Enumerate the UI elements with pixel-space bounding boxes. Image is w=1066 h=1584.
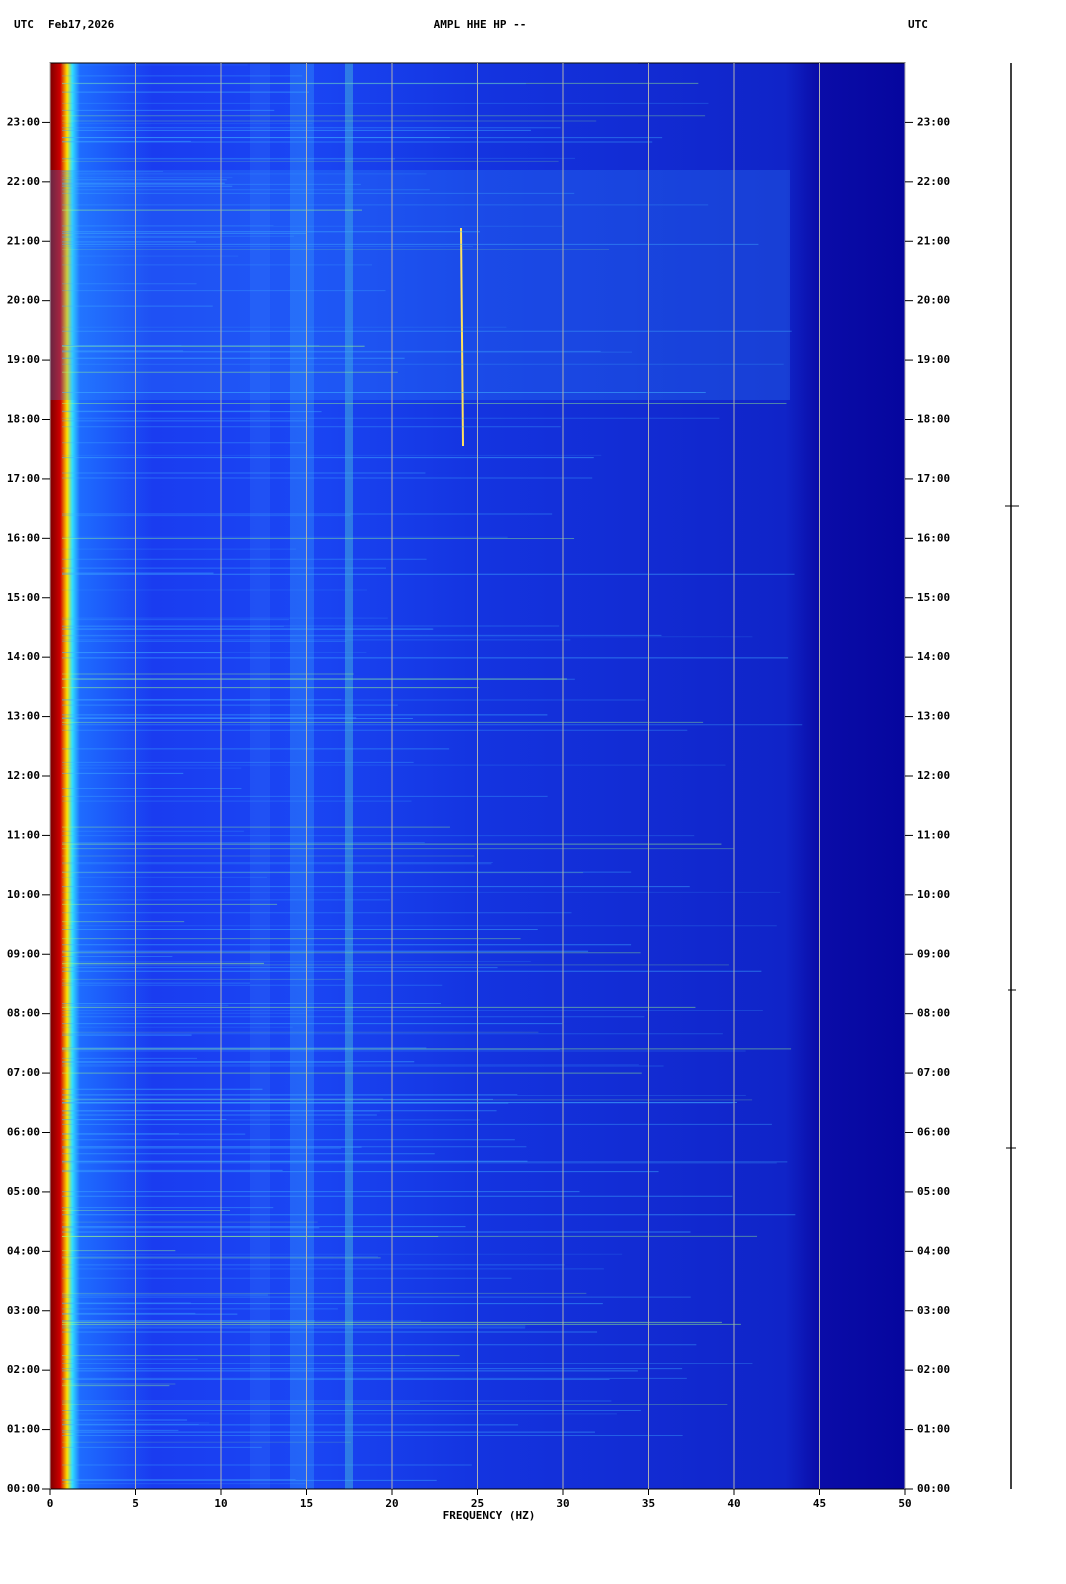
y-tick-label: 07:00 — [7, 1066, 40, 1079]
y-tick-label: 10:00 — [7, 888, 40, 901]
timezone-left: UTC — [14, 18, 34, 31]
x-tick-label: 30 — [556, 1497, 569, 1510]
seismogram-spikes — [1005, 505, 1019, 1149]
x-tick-label: 20 — [385, 1497, 398, 1510]
timezone-right: UTC — [908, 18, 928, 31]
x-tick-label: 5 — [132, 1497, 139, 1510]
band — [50, 170, 790, 400]
y-tick-label: 06:00 — [917, 1126, 950, 1139]
y-tick-label: 12:00 — [917, 769, 950, 782]
y-tick-label: 03:00 — [917, 1304, 950, 1317]
chart-title: AMPL HHE HP -- — [434, 18, 527, 31]
y-tick-label: 19:00 — [917, 353, 950, 366]
y-tick-label: 01:00 — [7, 1423, 40, 1436]
y-tick-label: 14:00 — [917, 650, 950, 663]
y-tick-label: 02:00 — [917, 1363, 950, 1376]
y-tick-label: 23:00 — [917, 115, 950, 128]
streak — [460, 227, 464, 447]
y-tick-label: 11:00 — [917, 828, 950, 841]
y-tick-label: 04:00 — [7, 1244, 40, 1257]
y-tick-label: 05:00 — [7, 1185, 40, 1198]
y-tick-label: 17:00 — [7, 472, 40, 485]
x-tick-label: 50 — [898, 1497, 911, 1510]
y-tick-label: 00:00 — [917, 1482, 950, 1495]
y-tick-label: 14:00 — [7, 650, 40, 663]
band — [250, 63, 270, 1489]
y-tick-label: 22:00 — [917, 175, 950, 188]
y-tick-label: 21:00 — [7, 234, 40, 247]
x-tick-label: 35 — [642, 1497, 655, 1510]
x-tick-label: 45 — [813, 1497, 826, 1510]
y-tick-label: 05:00 — [917, 1185, 950, 1198]
x-tick-label: 0 — [47, 1497, 54, 1510]
y-tick-label: 04:00 — [917, 1244, 950, 1257]
y-tick-label: 19:00 — [7, 353, 40, 366]
x-tick-label: 25 — [471, 1497, 484, 1510]
y-tick-label: 06:00 — [7, 1126, 40, 1139]
y-tick-label: 16:00 — [917, 531, 950, 544]
y-tick-label: 15:00 — [917, 591, 950, 604]
y-tick-label: 16:00 — [7, 531, 40, 544]
y-tick-label: 08:00 — [917, 1007, 950, 1020]
y-tick-label: 09:00 — [7, 947, 40, 960]
y-tick-label: 23:00 — [7, 115, 40, 128]
x-axis-label: FREQUENCY (HZ) — [443, 1509, 536, 1522]
band — [290, 63, 314, 1489]
y-tick-label: 09:00 — [917, 947, 950, 960]
y-tick-label: 11:00 — [7, 828, 40, 841]
y-tick-label: 13:00 — [917, 710, 950, 723]
y-tick-label: 10:00 — [917, 888, 950, 901]
y-tick-label: 08:00 — [7, 1007, 40, 1020]
x-tick-label: 10 — [214, 1497, 227, 1510]
y-tick-label: 22:00 — [7, 175, 40, 188]
y-tick-label: 13:00 — [7, 710, 40, 723]
y-tick-label: 20:00 — [917, 294, 950, 307]
y-tick-label: 20:00 — [7, 294, 40, 307]
y-tick-label: 12:00 — [7, 769, 40, 782]
y-tick-label: 03:00 — [7, 1304, 40, 1317]
y-tick-label: 18:00 — [7, 413, 40, 426]
band — [345, 63, 353, 1489]
y-tick-label: 02:00 — [7, 1363, 40, 1376]
y-tick-label: 18:00 — [917, 413, 950, 426]
y-tick-label: 01:00 — [917, 1423, 950, 1436]
x-tick-label: 40 — [727, 1497, 740, 1510]
y-tick-label: 15:00 — [7, 591, 40, 604]
x-tick-label: 15 — [300, 1497, 313, 1510]
date: Feb17,2026 — [48, 18, 115, 31]
y-tick-label: 07:00 — [917, 1066, 950, 1079]
y-tick-label: 00:00 — [7, 1482, 40, 1495]
y-tick-label: 17:00 — [917, 472, 950, 485]
y-tick-label: 21:00 — [917, 234, 950, 247]
